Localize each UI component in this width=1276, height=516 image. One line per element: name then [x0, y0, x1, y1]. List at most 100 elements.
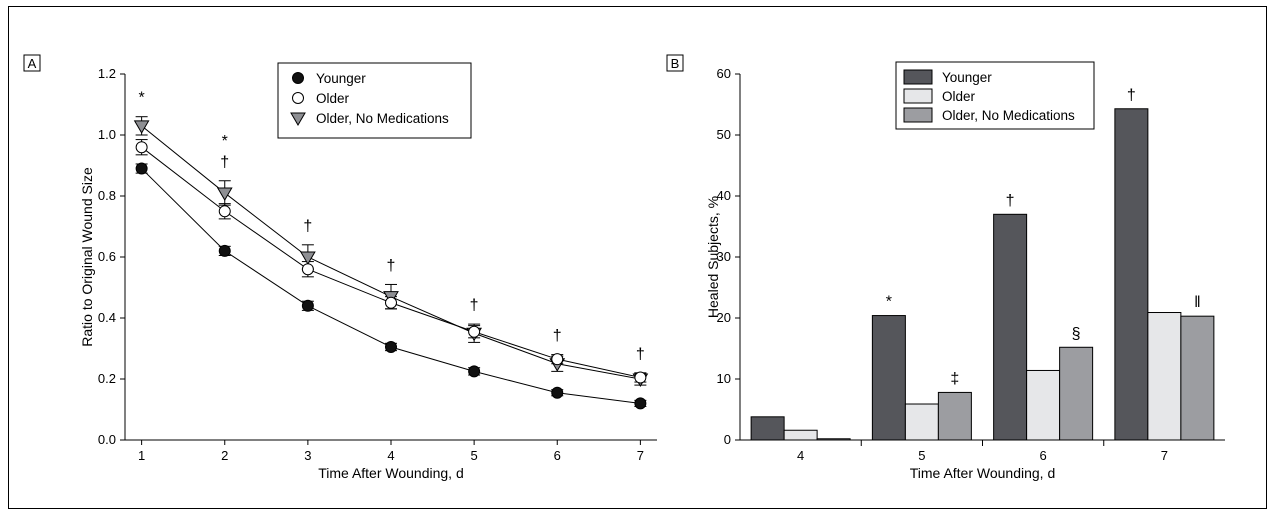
panel-a-axes: 0.0 0.2 0.4 0.6 0.8 1.0 1.2 1 2 3 4 5 6 7: [98, 66, 657, 463]
significance-mark: †: [303, 218, 312, 235]
data-point-older-no-med: [300, 251, 316, 265]
x-tick-label: 6: [554, 448, 561, 463]
x-tick-label: 7: [1161, 448, 1168, 463]
legend-entry: Older, No Medications: [316, 111, 449, 126]
data-point-older: [468, 325, 481, 338]
y-tick-label: 1.0: [98, 127, 116, 142]
data-point-younger: [634, 397, 647, 410]
significance-mark: ‡: [950, 370, 959, 387]
data-point-older: [135, 141, 148, 154]
x-tick-label: 5: [471, 448, 478, 463]
x-tick-label: 7: [637, 448, 644, 463]
bar-younger: [993, 213, 1028, 441]
legend-box: [277, 62, 472, 139]
data-point-younger: [551, 386, 564, 399]
y-tick-label: 60: [717, 66, 731, 81]
bar-younger: [1114, 108, 1149, 441]
panel-b-legend: Younger Older Older, No Medications: [895, 61, 1095, 130]
bar-older: [1026, 369, 1061, 441]
significance-mark: §: [1072, 325, 1081, 342]
data-point-younger: [468, 365, 481, 378]
legend-entry: Older: [316, 91, 350, 106]
y-tick-label: 0: [724, 432, 731, 447]
data-point-older-no-med: [216, 187, 233, 201]
significance-mark: ‖: [1194, 294, 1201, 311]
data-point-younger: [385, 340, 397, 353]
panel-a-y-axis-label: Ratio to Original Wound Size: [79, 167, 95, 347]
bar-older-no-med: [1059, 346, 1094, 441]
significance-mark: †: [1127, 87, 1136, 104]
panel-b-label-box: [666, 54, 684, 72]
legend-swatch: [903, 88, 933, 104]
significance-mark: †: [553, 328, 562, 345]
data-point-older: [634, 371, 647, 384]
significance-mark: †: [470, 297, 479, 314]
bar-older: [1147, 312, 1182, 441]
panel-b-annotations: * ‡ † § † ‖: [886, 87, 1201, 388]
legend-entry: Older: [942, 89, 976, 104]
y-tick-label: 40: [717, 188, 731, 203]
data-point-older: [385, 296, 397, 309]
panel-a-label-box: [23, 54, 41, 72]
x-tick-label: 5: [918, 448, 925, 463]
panel-a-legend: Younger Older Older, No Medications: [277, 62, 472, 139]
significance-mark: *: [886, 294, 892, 311]
y-tick-label: 1.2: [98, 66, 116, 81]
bar-older: [783, 429, 818, 441]
x-tick-label: 1: [138, 448, 145, 463]
legend-entry: Older, No Medications: [942, 108, 1075, 123]
y-tick-label: 30: [717, 249, 731, 264]
bar-younger: [750, 416, 785, 441]
panel-b-bars: [750, 108, 1215, 441]
panel-a-annotations: * † * † † † † †: [139, 90, 645, 363]
data-point-younger: [218, 244, 231, 257]
legend-swatch-filled-circle: [292, 72, 304, 84]
y-tick-label: 50: [717, 127, 731, 142]
bar-older-no-med: [937, 391, 972, 441]
legend-swatch-open-circle: [292, 92, 304, 104]
x-tick-label: 4: [797, 448, 804, 463]
legend-entry: Younger: [316, 71, 366, 86]
legend-swatch-triangle: [290, 112, 306, 126]
x-tick-label: 4: [387, 448, 394, 463]
y-tick-label: 20: [717, 310, 731, 325]
data-point-older: [218, 205, 231, 218]
significance-mark: †: [387, 257, 396, 274]
data-point-older-no-med: [133, 120, 150, 134]
data-point-older: [301, 263, 314, 276]
y-tick-label: 0.8: [98, 188, 116, 203]
y-tick-label: 0.2: [98, 371, 116, 386]
legend-swatch: [903, 69, 933, 85]
figure-frame: [8, 6, 1267, 509]
y-tick-label: 0.0: [98, 432, 116, 447]
x-tick-label: 3: [304, 448, 311, 463]
panel-a-chart: A 0.00.20.40.60.81.01.21 2 3 4 5 6 7 *†*††††† …: [23, 54, 657, 481]
significance-mark: *: [139, 90, 145, 107]
panel-b-x-axis-label: Time After Wounding, d: [910, 465, 1056, 481]
y-tick-label: 0.4: [98, 310, 116, 325]
significance-mark: †: [220, 154, 229, 171]
bar-younger: [871, 315, 906, 441]
significance-mark: †: [1006, 192, 1015, 209]
bar-older-no-med: [816, 438, 851, 441]
x-tick-label: 6: [1040, 448, 1047, 463]
legend-entry: Younger: [942, 70, 992, 85]
panel-a-series: [133, 116, 649, 410]
x-tick-label: 2: [221, 448, 228, 463]
y-tick-label: 0.6: [98, 249, 116, 264]
bar-older-no-med: [1180, 315, 1215, 441]
data-point-younger: [135, 162, 148, 175]
data-point-older: [551, 353, 564, 366]
legend-swatch: [903, 107, 933, 123]
y-tick-label: 10: [717, 371, 731, 386]
significance-mark: *: [222, 133, 228, 150]
bar-older: [904, 403, 939, 441]
panel-b-label: B: [671, 56, 680, 71]
panel-b-chart: B 0 10 20 30 40 50 60 4 5 6 7 * ‡ † § † ‖ Younger Older O…: [666, 54, 1225, 481]
panel-a-x-axis-label: Time After Wounding, d: [318, 465, 464, 481]
data-point-younger: [301, 299, 314, 312]
panel-b-y-axis-label: Healed Subjects, %: [705, 196, 721, 318]
significance-mark: †: [636, 346, 645, 363]
panel-a-label: A: [28, 56, 37, 71]
